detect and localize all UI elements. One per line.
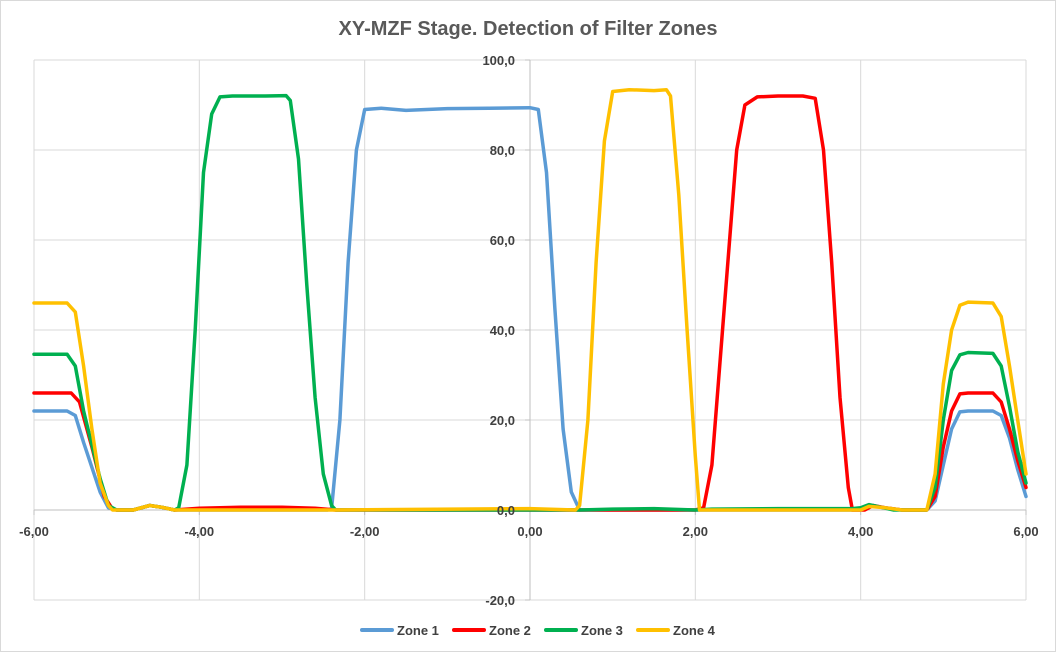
legend-item-zone-4: Zone 4	[636, 623, 716, 638]
legend-item-zone-1: Zone 1	[360, 623, 439, 638]
legend-label: Zone 1	[397, 623, 439, 638]
y-tick-label: 40,0	[490, 323, 515, 338]
legend: Zone 1 Zone 2 Zone 3 Zone 4	[360, 623, 716, 638]
tick-labels: -6,00 -4,00 -2,00 0,00 2,00 4,00 6,00 -20,0 0,0 2…	[19, 53, 1038, 608]
legend-label: Zone 4	[673, 623, 716, 638]
legend-label: Zone 3	[581, 623, 623, 638]
y-tick-label: 60,0	[490, 233, 515, 248]
chart-title: XY-MZF Stage. Detection of Filter Zones	[339, 18, 718, 40]
x-tick-label: -2,00	[350, 524, 380, 539]
x-tick-label: 2,00	[683, 524, 708, 539]
y-tick-label: 20,0	[490, 413, 515, 428]
y-tick-label: 100,0	[482, 53, 515, 68]
legend-item-zone-3: Zone 3	[544, 623, 623, 638]
legend-item-zone-2: Zone 2	[452, 623, 531, 638]
y-tick-label: 80,0	[490, 143, 515, 158]
y-tick-label: -20,0	[485, 593, 515, 608]
series-line-zone-4	[32, 87, 1028, 512]
x-tick-label: 0,00	[517, 524, 542, 539]
y-tick-label: 0,0	[497, 503, 515, 518]
x-tick-label: -4,00	[185, 524, 215, 539]
x-tick-label: -6,00	[19, 524, 49, 539]
legend-label: Zone 2	[489, 623, 531, 638]
x-tick-label: 6,00	[1013, 524, 1038, 539]
plot-series	[32, 87, 1028, 512]
x-tick-label: 4,00	[848, 524, 873, 539]
